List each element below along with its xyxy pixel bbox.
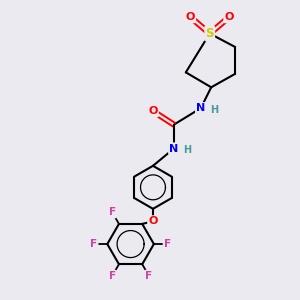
Text: O: O — [224, 12, 234, 22]
Text: O: O — [148, 216, 158, 226]
Text: F: F — [90, 239, 98, 249]
Text: N: N — [196, 103, 206, 113]
Text: F: F — [109, 207, 116, 217]
Text: H: H — [210, 105, 218, 115]
Text: N: N — [169, 143, 178, 154]
Text: F: F — [164, 239, 171, 249]
Text: H: H — [183, 145, 192, 155]
Text: F: F — [146, 271, 152, 281]
Text: O: O — [186, 12, 195, 22]
Text: F: F — [109, 271, 116, 281]
Text: S: S — [206, 27, 214, 40]
Text: O: O — [148, 106, 158, 116]
